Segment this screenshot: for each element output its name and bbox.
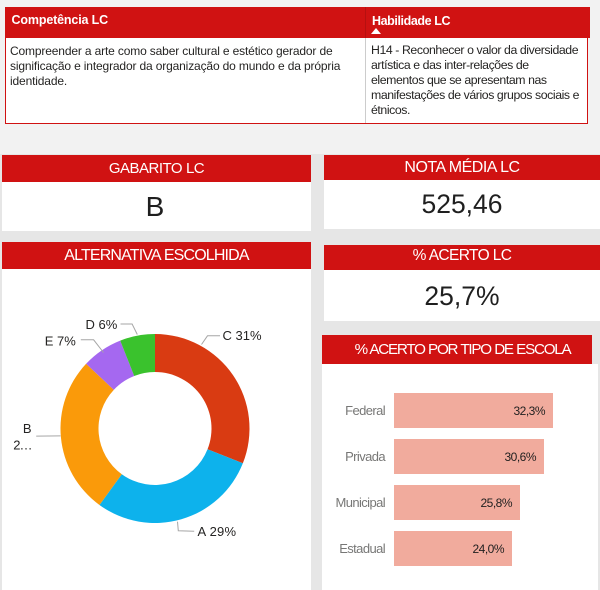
- svg-text:E 7%: E 7%: [45, 334, 77, 349]
- svg-text:A 29%: A 29%: [198, 524, 237, 539]
- svg-text:C 31%: C 31%: [223, 328, 262, 343]
- svg-text:B: B: [23, 421, 32, 436]
- svg-text:D 6%: D 6%: [86, 317, 118, 332]
- svg-text:2…: 2…: [13, 438, 31, 453]
